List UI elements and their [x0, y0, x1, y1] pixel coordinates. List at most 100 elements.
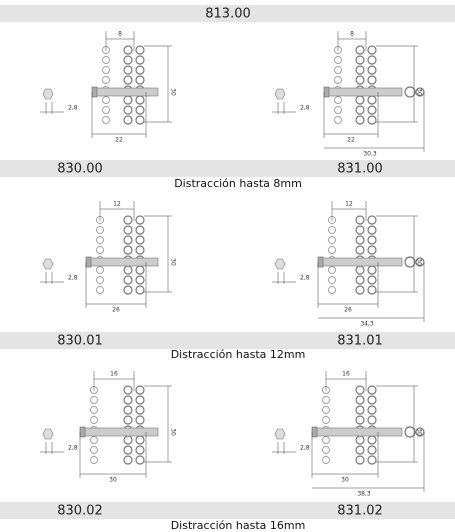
rod-ring: [404, 256, 416, 268]
plate-hole: [123, 235, 133, 245]
product-code: 830.02: [57, 504, 103, 519]
plate-hole: [123, 285, 133, 295]
plate-hole: [96, 226, 104, 234]
plate-hole: [135, 275, 145, 285]
plate-hole: [328, 236, 336, 244]
plate-hole: [123, 225, 133, 235]
dim-gap: 8: [118, 31, 122, 38]
plate-hole: [96, 236, 104, 244]
plate-hole: [355, 115, 365, 125]
dim-screw: 2,8: [68, 275, 78, 282]
plate-hole: [367, 385, 377, 395]
plate-hole: [135, 45, 145, 55]
plate-hole: [135, 455, 145, 465]
plate-hole: [96, 266, 104, 274]
dim-line: [144, 215, 172, 293]
plate-hole: [102, 96, 110, 104]
dim-screw: 2,8: [68, 105, 78, 112]
dim-screw: 2,8: [300, 445, 310, 452]
plate-hole: [355, 415, 365, 425]
plate-hole: [367, 435, 377, 445]
plate-hole: [367, 445, 377, 455]
dim-length: 30: [341, 477, 349, 484]
plate-hole: [135, 245, 145, 255]
dim-height: 30: [170, 88, 177, 96]
rod-cap: [85, 256, 92, 268]
rod-ring: [404, 86, 416, 98]
plate-hole: [123, 275, 133, 285]
dim-line: [144, 45, 172, 123]
dim-line: [144, 385, 172, 463]
plate-hole: [367, 405, 377, 415]
plate-hole: [355, 275, 365, 285]
plate-hole: [367, 65, 377, 75]
header-code: 813.00: [205, 7, 251, 22]
dim-gap: 16: [110, 371, 118, 378]
screw-icon: [274, 258, 286, 270]
dim-length: 26: [344, 307, 352, 314]
dim-line: [337, 31, 367, 51]
plate-hole: [322, 396, 330, 404]
plate-hole: [367, 415, 377, 425]
plate-hole: [123, 405, 133, 415]
screw-icon: [42, 258, 54, 270]
plate-hole: [367, 215, 377, 225]
screw-icon: [274, 428, 286, 440]
plate-hole: [135, 225, 145, 235]
plate-hole: [123, 65, 133, 75]
plate-hole: [135, 215, 145, 225]
screw-icon: [42, 428, 54, 440]
plate-hole: [367, 75, 377, 85]
plate-hole: [123, 215, 133, 225]
plate-hole: [367, 285, 377, 295]
plate-hole: [367, 275, 377, 285]
plate-hole: [123, 245, 133, 255]
plate-hole: [96, 276, 104, 284]
plate-hole: [355, 285, 365, 295]
plate-hole: [123, 45, 133, 55]
plate-hole: [367, 395, 377, 405]
plate-hole: [135, 405, 145, 415]
dim-line: [317, 262, 379, 308]
rod: [327, 87, 403, 97]
dim-line: [93, 371, 135, 391]
plate-hole: [334, 116, 342, 124]
dim-line: [318, 262, 425, 322]
dim-line: [331, 201, 367, 221]
rod-cap: [317, 256, 324, 268]
plate-hole: [328, 246, 336, 254]
plate-hole: [96, 286, 104, 294]
plate-hole: [102, 76, 110, 84]
plate-hole: [123, 435, 133, 445]
plate-hole: [123, 95, 133, 105]
plate-hole: [135, 435, 145, 445]
plate-hole: [135, 285, 145, 295]
caption: Distracción hasta 8mm: [174, 177, 302, 190]
plate-hole: [334, 56, 342, 64]
plate-hole: [90, 416, 98, 424]
dim-line: [79, 432, 147, 478]
plate-hole: [367, 265, 377, 275]
plate-hole: [322, 406, 330, 414]
plate-hole: [334, 66, 342, 74]
plate-hole: [90, 436, 98, 444]
plate-hole: [355, 445, 365, 455]
plate-hole: [135, 235, 145, 245]
plate-hole: [355, 405, 365, 415]
code-band: [0, 332, 455, 349]
plate-hole: [355, 455, 365, 465]
plate-hole: [367, 115, 377, 125]
plate-hole: [355, 245, 365, 255]
dim-line: [272, 102, 296, 114]
product-code: 830.01: [57, 334, 103, 349]
rod-cap: [311, 426, 318, 438]
plate-hole: [367, 235, 377, 245]
plate-hole: [328, 266, 336, 274]
plate-hole: [123, 455, 133, 465]
plate-hole: [328, 226, 336, 234]
plate-hole: [355, 395, 365, 405]
plate-hole: [102, 106, 110, 114]
dim-line: [376, 45, 418, 123]
plate-hole: [123, 115, 133, 125]
